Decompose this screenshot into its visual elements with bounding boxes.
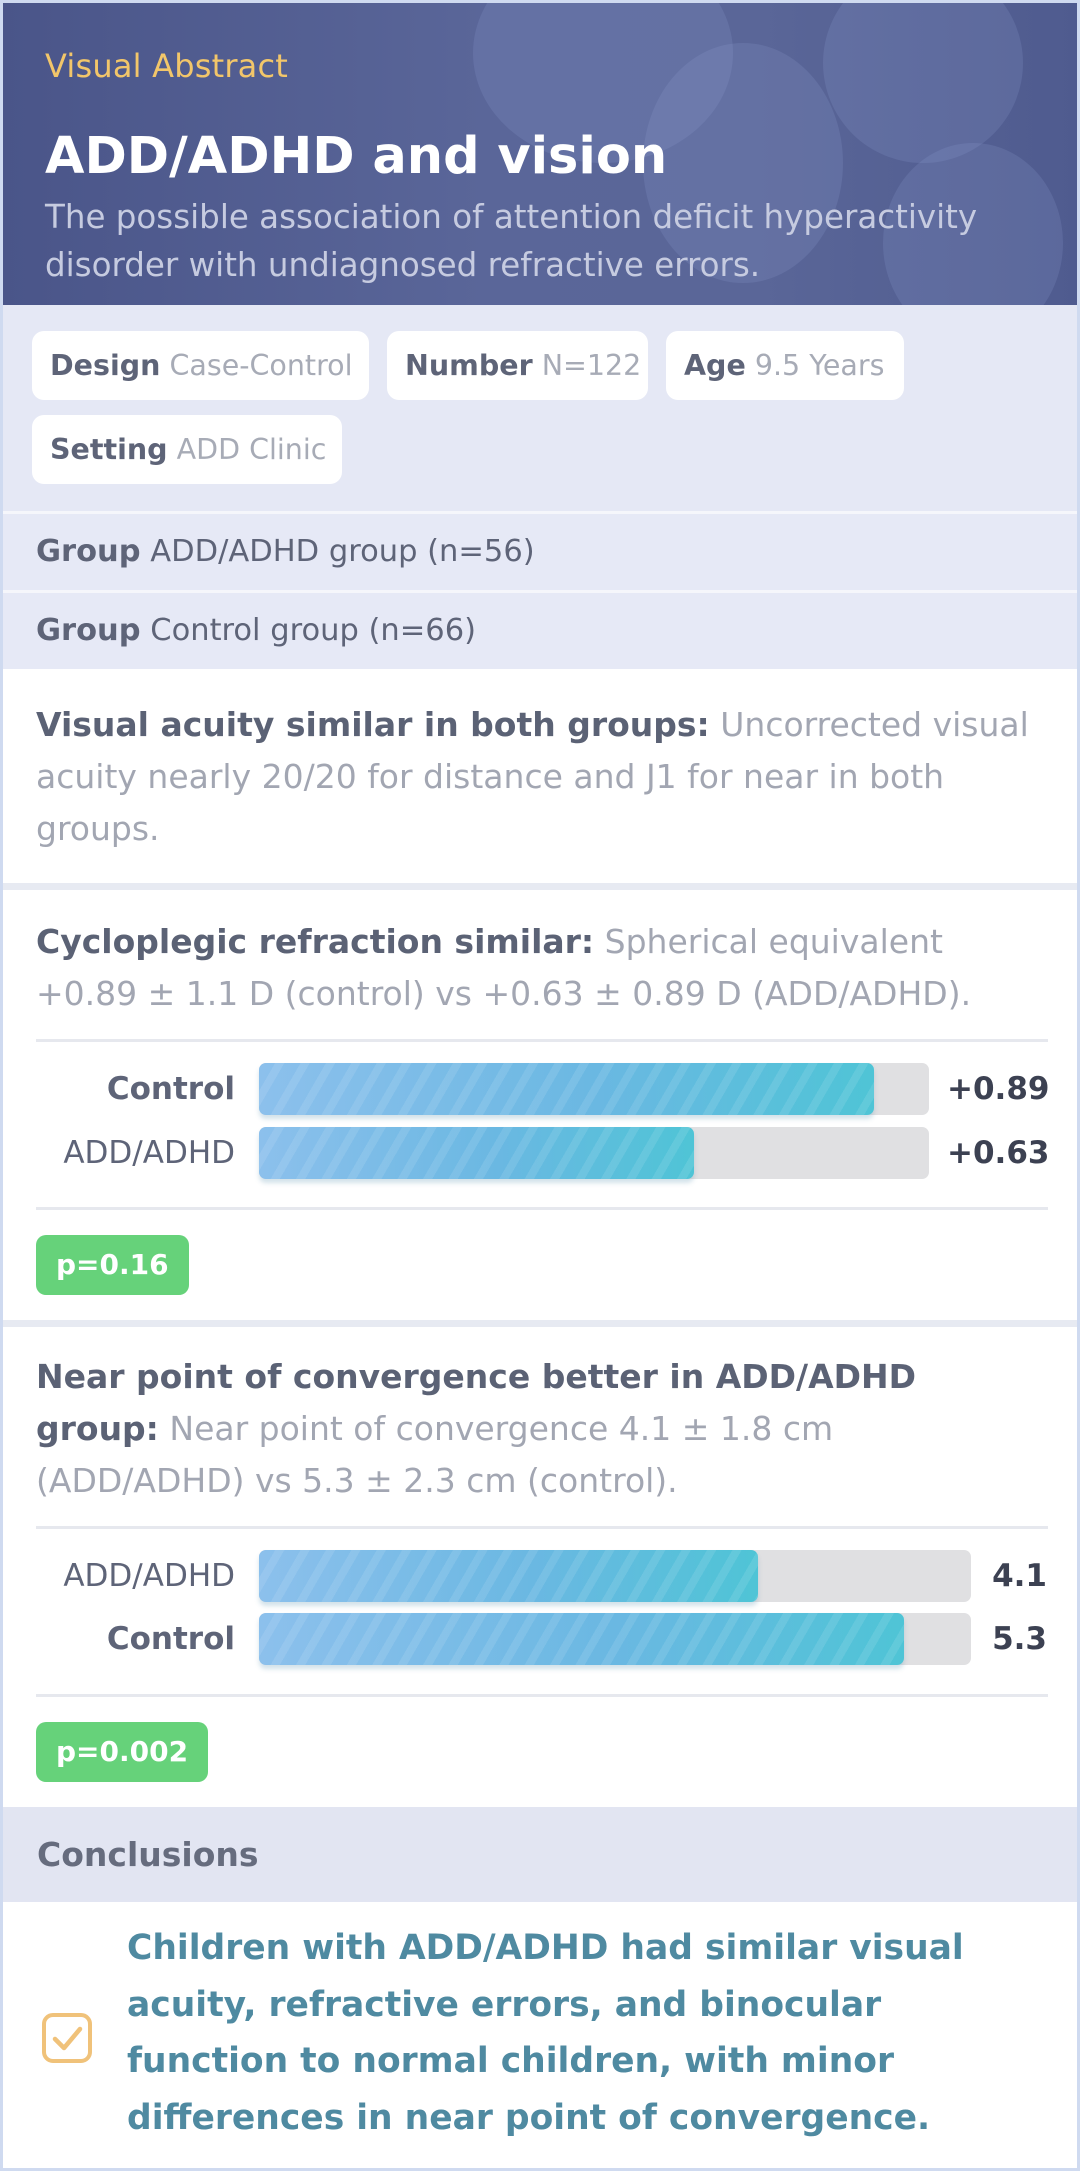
page-subtitle: The possible association of attention de… xyxy=(45,198,978,284)
chip-setting-label: Setting xyxy=(50,433,168,466)
divider xyxy=(36,1694,1048,1697)
divider xyxy=(36,1207,1048,1210)
divider xyxy=(3,511,1077,514)
chip-setting-value: ADD Clinic xyxy=(176,433,327,466)
bar-fill-control xyxy=(259,1063,874,1115)
bar-fill-add-adhd xyxy=(259,1127,694,1179)
group-row-control: Group Control group (n=66) xyxy=(3,593,1077,669)
group-label: Group xyxy=(36,613,141,648)
p-value-badge: p=0.002 xyxy=(36,1722,209,1782)
finding-refraction: Cycloplegic refraction similar: Spherica… xyxy=(36,916,1046,1020)
chip-design-value: Case-Control xyxy=(169,349,353,382)
conclusions-heading: Conclusions xyxy=(3,1807,1077,1902)
finding-convergence-heading: Near point of convergence better in ADD/… xyxy=(36,1357,917,1448)
finding-convergence: Near point of convergence better in ADD/… xyxy=(36,1351,1046,1507)
group-row-add-adhd: Group ADD/ADHD group (n=56) xyxy=(3,514,1077,590)
chip-number-value: N=122 xyxy=(541,349,642,382)
divider xyxy=(36,1526,1048,1529)
bar-label-control: Control xyxy=(106,1621,235,1657)
group-label: Group xyxy=(36,534,141,569)
finding-acuity-text: Uncorrected visual acuity nearly 20/20 f… xyxy=(36,705,1029,848)
chip-number: Number N=122 xyxy=(387,331,648,400)
header-eyebrow: Visual Abstract xyxy=(45,47,289,85)
bar-value-add-adhd: +0.63 xyxy=(947,1135,1050,1171)
bar-track xyxy=(259,1127,929,1179)
chip-design-label: Design xyxy=(50,349,161,382)
page-title: ADD/ADHD and vision xyxy=(45,127,668,186)
chip-number-label: Number xyxy=(405,349,533,382)
section-divider xyxy=(3,883,1077,890)
bar-label-add-adhd: ADD/ADHD xyxy=(63,1135,235,1171)
bar-track xyxy=(259,1613,971,1665)
bar-value-control: 5.3 xyxy=(992,1621,1047,1657)
finding-acuity-heading: Visual acuity similar in both groups: xyxy=(36,705,710,744)
finding-refraction-text: Spherical equivalent +0.89 ± 1.1 D (cont… xyxy=(36,922,972,1013)
group-value: Control group (n=66) xyxy=(150,613,476,648)
bar-label-control: Control xyxy=(106,1071,235,1107)
chip-age-label: Age xyxy=(684,349,746,382)
bar-fill-control xyxy=(259,1613,904,1665)
divider xyxy=(3,590,1077,593)
finding-refraction-heading: Cycloplegic refraction similar: xyxy=(36,922,595,961)
section-divider xyxy=(3,1320,1077,1327)
chip-age-value: 9.5 Years xyxy=(754,349,885,382)
bar-value-add-adhd: 4.1 xyxy=(992,1558,1047,1594)
divider xyxy=(36,1039,1048,1042)
bar-track xyxy=(259,1063,929,1115)
bar-value-control: +0.89 xyxy=(947,1071,1050,1107)
bar-fill-add-adhd xyxy=(259,1550,758,1602)
chip-age: Age 9.5 Years xyxy=(666,331,904,400)
finding-acuity: Visual acuity similar in both groups: Un… xyxy=(36,699,1046,855)
checkbox-icon xyxy=(42,2013,92,2063)
p-value-badge: p=0.16 xyxy=(36,1235,189,1295)
finding-convergence-text: Near point of convergence 4.1 ± 1.8 cm (… xyxy=(36,1409,834,1500)
chip-design: Design Case-Control xyxy=(32,331,369,400)
chip-setting: Setting ADD Clinic xyxy=(32,415,342,484)
conclusions-text: Children with ADD/ADHD had similar visua… xyxy=(127,1928,964,2138)
study-info-chips: Design Case-Control Number N=122 Age 9.5… xyxy=(3,305,1077,511)
header-banner: Visual Abstract ADD/ADHD and vision The … xyxy=(3,3,1077,305)
bar-track xyxy=(259,1550,971,1602)
group-value: ADD/ADHD group (n=56) xyxy=(150,534,535,569)
visual-abstract-card: Visual Abstract ADD/ADHD and vision The … xyxy=(3,3,1077,2168)
bar-label-add-adhd: ADD/ADHD xyxy=(63,1558,235,1594)
